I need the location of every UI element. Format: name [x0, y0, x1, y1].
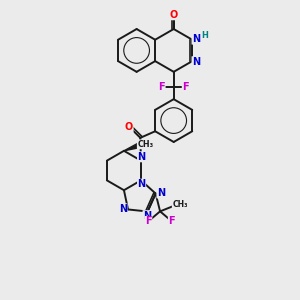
Text: F: F — [158, 82, 165, 92]
Text: N: N — [192, 34, 200, 44]
Text: F: F — [145, 217, 152, 226]
Text: F: F — [168, 217, 175, 226]
Text: N: N — [137, 152, 146, 162]
Text: CH₃: CH₃ — [172, 200, 188, 209]
Text: N: N — [143, 211, 151, 221]
Text: O: O — [125, 122, 133, 132]
Text: F: F — [182, 82, 189, 92]
Text: N: N — [119, 204, 127, 214]
Text: N: N — [137, 179, 146, 189]
Text: N: N — [192, 57, 200, 67]
Text: CH₃: CH₃ — [137, 140, 153, 149]
Text: H: H — [201, 31, 208, 40]
Text: N: N — [157, 188, 165, 198]
Polygon shape — [124, 143, 140, 151]
Text: O: O — [169, 10, 178, 20]
